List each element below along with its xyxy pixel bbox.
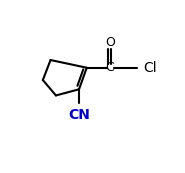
Text: Cl: Cl [143, 61, 157, 75]
Text: O: O [105, 36, 115, 49]
Text: CN: CN [68, 108, 90, 122]
Text: C: C [105, 61, 114, 74]
